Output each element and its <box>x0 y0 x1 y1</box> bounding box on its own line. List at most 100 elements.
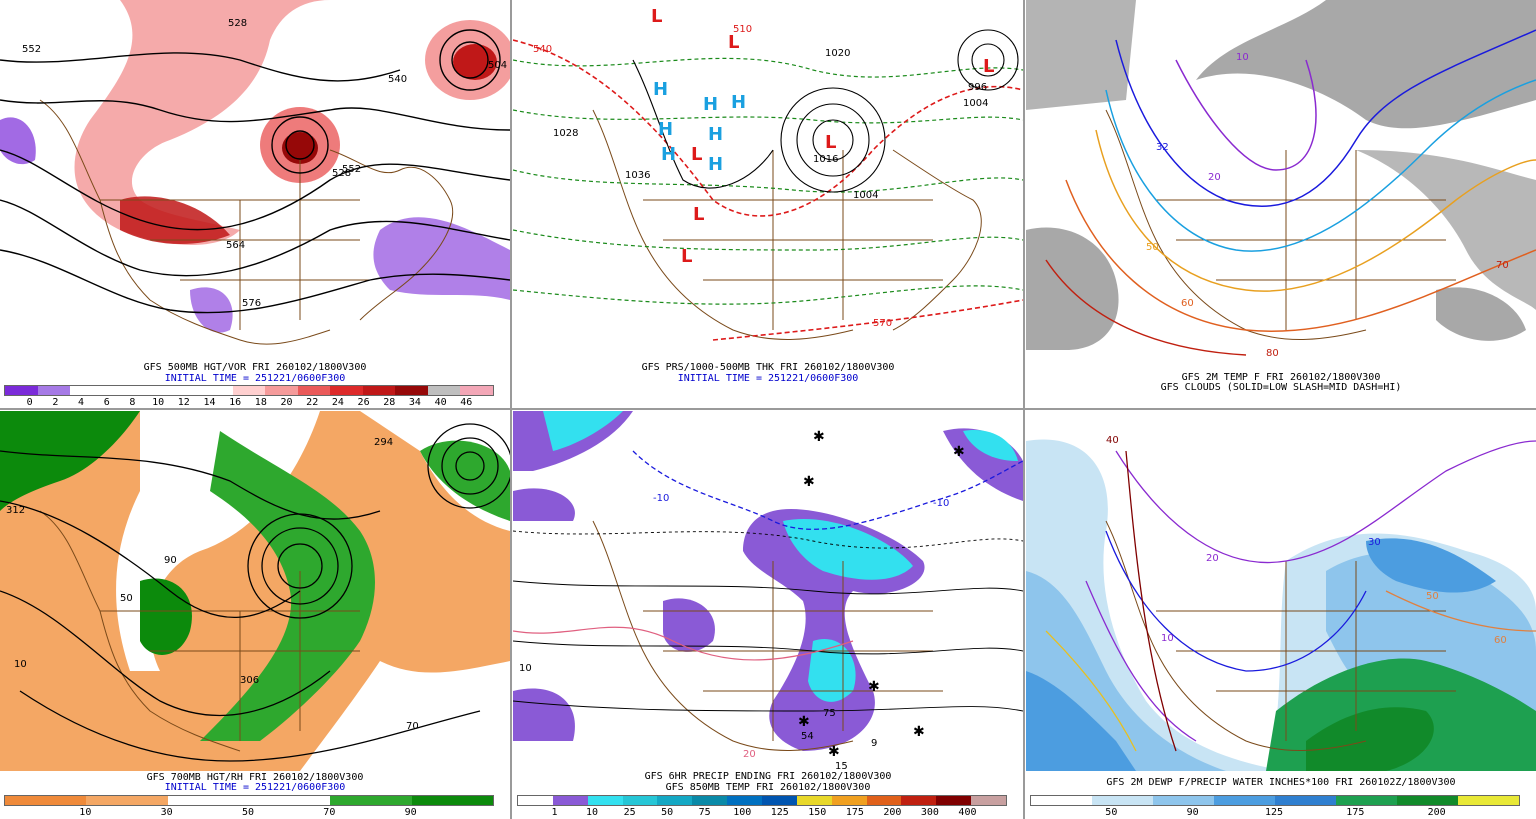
contour-labels: 40 30 20 10 50 60 <box>1106 435 1507 646</box>
low-pressure-center: L <box>728 32 739 53</box>
contour-label: 32 <box>1156 142 1169 153</box>
colorbar-tick-label: 28 <box>383 397 396 408</box>
precip-water-region <box>1026 671 1136 771</box>
coastline-borders <box>39 99 454 345</box>
coastline-borders <box>39 510 360 752</box>
colorbar-swatch <box>796 796 832 805</box>
snowflake-icon: ✱ <box>868 679 880 695</box>
colorbar-swatch <box>622 796 658 805</box>
colorbar-ticks: 10 30 50 70 90 <box>4 807 492 819</box>
colorbar <box>1030 795 1520 806</box>
contour-label: 294 <box>374 437 393 448</box>
contour-label: 20 <box>1206 553 1219 564</box>
colorbar-swatch <box>37 386 71 395</box>
vorticity-region <box>0 0 330 245</box>
colorbar-swatch <box>1275 796 1336 805</box>
colorbar-tick-label: 34 <box>408 397 421 408</box>
colorbar-swatch <box>86 796 168 805</box>
precip-region <box>808 639 856 702</box>
colorbar <box>4 385 494 396</box>
colorbar-tick-label: 1 <box>551 807 558 818</box>
map-prs-thk: H H H H H H H L L L L L L L 510 540 1020… <box>513 6 1023 341</box>
panel-caption: GFS 2M TEMP F FRI 260102/1800V300 <box>1181 372 1381 383</box>
contour-label: 10 <box>519 663 532 674</box>
contour-label: 9 <box>871 738 877 749</box>
colorbar-tick-label: 125 <box>770 807 789 818</box>
vorticity-region <box>373 217 510 300</box>
contour-label: 510 <box>733 24 752 35</box>
colorbar-swatch <box>552 796 588 805</box>
colorbar-tick-label: 8 <box>129 397 136 408</box>
colorbar-ticks: 0 2 4 6 8 10 12 14 16 18 20 22 24 26 28 34 40 46 <box>4 397 492 408</box>
colorbar-swatch <box>901 796 937 805</box>
colorbar-tick-label: 200 <box>1427 807 1446 818</box>
colorbar-swatch <box>265 386 298 395</box>
contour-label: 1020 <box>825 48 850 59</box>
contour-label: 90 <box>164 555 177 566</box>
panel-700mb-hgt-rh: 294 306 312 50 10 90 70 GFS 700MB HGT/RH… <box>0 411 510 819</box>
colorbar-tick-label: 90 <box>1186 807 1199 818</box>
colorbar-tick-label: 70 <box>323 807 336 818</box>
colorbar-tick-label: 200 <box>883 807 902 818</box>
contour-label: 306 <box>240 675 259 686</box>
contour-label: 1004 <box>963 98 988 109</box>
colorbar-tick-label: 46 <box>460 397 473 408</box>
contour-label: 540 <box>388 74 407 85</box>
colorbar-tick-label: 10 <box>586 807 599 818</box>
high-pressure-center: H <box>653 79 668 100</box>
contour-labels: 510 540 1020 1028 1036 1016 1004 570 996… <box>533 24 988 329</box>
snowflake-icon: ✱ <box>798 714 810 730</box>
colorbar-swatch <box>1397 796 1458 805</box>
low-pressure-center: L <box>681 246 692 267</box>
initial-time: INITIAL TIME = 251221/0600F300 <box>164 782 346 793</box>
precip-region <box>663 598 715 652</box>
colorbar-swatch <box>232 386 266 395</box>
contour-label: 312 <box>6 505 25 516</box>
precip-water-region <box>1306 707 1434 771</box>
contour-label: 54 <box>801 731 814 742</box>
contour-label: 570 <box>873 318 892 329</box>
colorbar-tick-label: 2 <box>52 397 59 408</box>
high-pressure-center: H <box>708 124 723 145</box>
contour-label: 1004 <box>853 190 878 201</box>
panel-caption-850mb: GFS 850MB TEMP FRI 260102/1800V300 <box>665 782 871 793</box>
rh-neutral-region <box>300 661 510 771</box>
initial-time: INITIAL TIME = 251221/0600F300 <box>677 373 859 384</box>
precip-region <box>783 519 913 580</box>
contour-label: 1036 <box>625 170 650 181</box>
colorbar-swatch <box>102 386 136 395</box>
colorbar-tick-label: 175 <box>845 807 864 818</box>
colorbar-swatch <box>167 386 201 395</box>
panel-caption: GFS 700MB HGT/RH FRI 260102/1800V300 <box>146 772 364 783</box>
contour-label: 70 <box>1496 260 1509 271</box>
contour-label: 75 <box>823 708 836 719</box>
cloud-cover <box>1356 150 1536 310</box>
colorbar-swatch <box>395 386 428 395</box>
colorbar-swatch <box>5 796 87 805</box>
colorbar-tick-label: 90 <box>404 807 417 818</box>
map-500mb: 552 528 540 504 528 552 564 576 <box>0 0 510 345</box>
snowflake-icon: ✱ <box>803 474 815 490</box>
cloud-cover <box>1436 287 1526 341</box>
colorbar-swatch <box>411 796 493 805</box>
map-precip: ✱ ✱ ✱ ✱ ✱ ✱ ✱ -10 -10 10 20 9 75 15 54 <box>513 411 1023 771</box>
colorbar-ticks: 50 90 125 175 200 <box>1030 807 1518 819</box>
map-700mb: 294 306 312 50 10 90 70 <box>0 411 510 771</box>
contour-label: 60 <box>1181 298 1194 309</box>
low-pressure-center: L <box>651 6 662 27</box>
snow-symbols: ✱ ✱ ✱ ✱ ✱ ✱ ✱ <box>798 429 965 760</box>
precip-region <box>543 411 623 451</box>
colorbar-swatch <box>1458 796 1519 805</box>
colorbar-tick-label: 30 <box>160 807 173 818</box>
contour-label: 20 <box>1208 172 1221 183</box>
colorbar-swatch <box>1214 796 1275 805</box>
colorbar-swatch <box>5 386 38 395</box>
contour-label: -10 <box>933 498 949 509</box>
colorbar-swatch <box>200 386 233 395</box>
colorbar-ticks: 1 10 25 50 75 100 125 150 175 200 300 400 <box>517 807 1005 819</box>
vorticity-region <box>0 117 36 165</box>
colorbar-swatch <box>831 796 867 805</box>
dewpoint-contours <box>1045 440 1536 752</box>
colorbar-tick-label: 125 <box>1264 807 1284 818</box>
precip-water-region <box>1366 538 1496 593</box>
